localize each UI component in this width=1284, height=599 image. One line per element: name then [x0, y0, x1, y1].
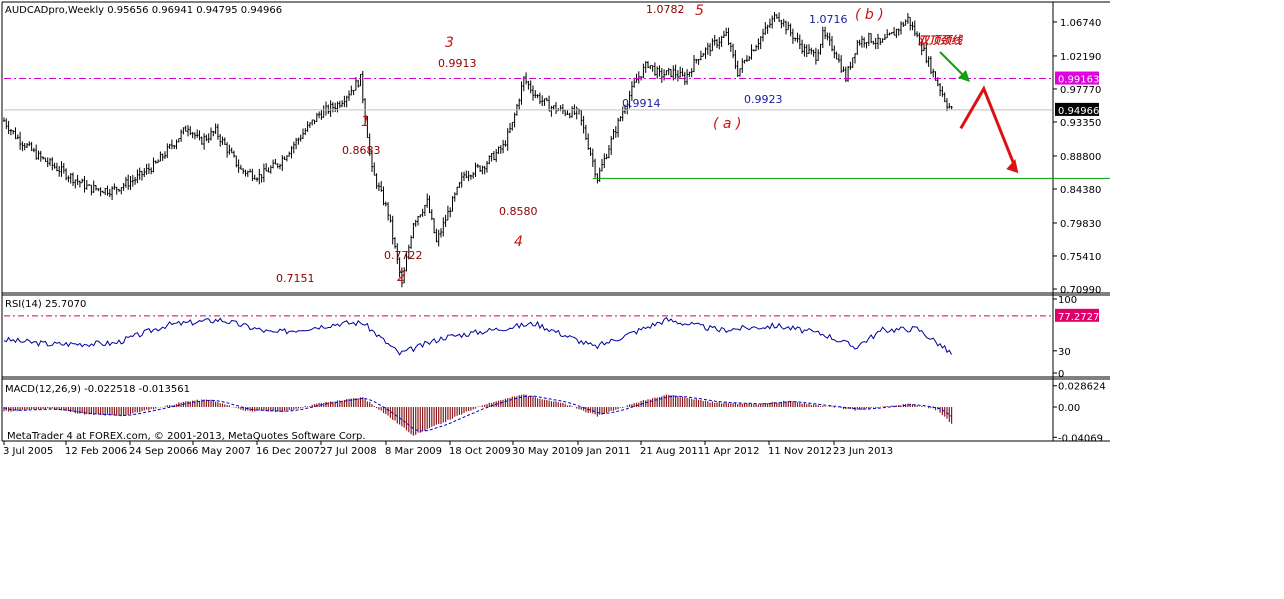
time-axis-label: 6 May 2007: [192, 446, 251, 457]
wave-label-4: 4: [514, 234, 523, 250]
resistance-price-label: 0.99163: [1058, 75, 1099, 86]
pane-frames: [1, 1, 1110, 442]
projection-arrowhead: [1006, 159, 1019, 174]
time-axis-label: 18 Oct 2009: [449, 446, 511, 457]
macd-axis-label: 0.00: [1058, 403, 1080, 414]
price-label-wave4: 0.8580: [499, 205, 538, 218]
macd-header: MACD(12,26,9) -0.022518 -0.013561: [5, 384, 190, 395]
price-axis-label: 0.88800: [1060, 152, 1101, 163]
time-axis-label: 21 Aug 2011: [640, 446, 704, 457]
time-axis-label: 8 Mar 2009: [385, 446, 442, 457]
macd-pane[interactable]: MACD(12,26,9) -0.022518 -0.013561 0.0286…: [3, 382, 1106, 445]
price-label-wave2: 0.7722: [384, 249, 423, 262]
macd-axis-label: 0.028624: [1058, 382, 1106, 393]
time-axis-label: 24 Sep 2006: [129, 446, 192, 457]
price-label-wave1: 0.8683: [342, 144, 381, 157]
time-axis-label: 11 Nov 2012: [768, 446, 832, 457]
current-price-tag: [1055, 102, 1099, 116]
price-axis: 1.06740 1.02190 0.97770 0.93350 0.88800 0.843…: [1053, 18, 1101, 296]
macd-axis-label: -0.04069: [1058, 433, 1103, 444]
projection-zigzag: [959, 85, 1016, 166]
wave-label-5: 5: [695, 3, 704, 19]
resistance-price-tag: [1055, 71, 1099, 85]
time-axis-label: 23 Jun 2013: [833, 446, 893, 457]
macd-plot: [3, 394, 953, 436]
projection-arrows: [939, 51, 1019, 174]
wave-label-a: ( a ): [713, 116, 741, 132]
rsi-pane[interactable]: RSI(14) 25.7070 100 30 0 77.2727: [3, 295, 1099, 380]
price-label-wave3: 0.9913: [438, 57, 477, 70]
rsi-axis-label: 100: [1058, 295, 1077, 306]
time-axis-label: 12 Feb 2006: [65, 446, 127, 457]
note-arrow-head: [958, 70, 970, 82]
price-axis-label: 0.84380: [1060, 185, 1101, 196]
rsi-header: RSI(14) 25.7070: [5, 299, 86, 310]
time-axis-label: 3 Jul 2005: [3, 446, 53, 457]
rsi-axis: 100 30 0 77.2727: [1053, 295, 1099, 380]
time-axis-label: 1 Apr 2012: [704, 446, 759, 457]
wave-label-b: ( b ): [855, 7, 884, 23]
rsi-axis-label: 0: [1058, 369, 1064, 380]
price-label-shoulder-1: 0.9914: [622, 97, 661, 110]
wave-label-2: 2: [397, 269, 406, 285]
price-axis-label: 0.75410: [1060, 252, 1101, 263]
price-levels: [4, 78, 1110, 179]
neckline-note: 双顶颈线: [917, 34, 964, 47]
rsi-plot: [3, 315, 1052, 356]
time-axis-label: 30 May 2010: [512, 446, 577, 457]
rsi-level-label: 77.2727: [1058, 312, 1099, 323]
price-axis-label: 0.79830: [1060, 219, 1101, 230]
price-header: AUDCADpro,Weekly 0.95656 0.96941 0.94795…: [5, 5, 282, 16]
wave-label-1: 1: [361, 114, 370, 130]
rsi-line: [3, 316, 953, 356]
price-axis-label: 0.97770: [1060, 85, 1101, 96]
note-arrow-shaft: [939, 51, 965, 77]
price-label-wave5: 1.0782: [646, 3, 685, 16]
wave-label-3: 3: [445, 35, 454, 51]
price-axis-label: 0.93350: [1060, 118, 1101, 129]
rsi-axis-label: 30: [1058, 347, 1071, 358]
time-axis-label: 16 Dec 2007: [256, 446, 320, 457]
time-axis-label: 27 Jul 2008: [320, 446, 377, 457]
price-axis-label: 0.70990: [1060, 285, 1101, 296]
current-price-label: 0.94966: [1058, 106, 1099, 117]
macd-axis: 0.028624 0.00 -0.04069: [1053, 382, 1106, 444]
time-axis: 3 Jul 2005 12 Feb 2006 24 Sep 2006 6 May 20…: [3, 441, 893, 457]
price-pane[interactable]: AUDCADpro,Weekly 0.95656 0.96941 0.94795…: [3, 3, 1110, 296]
price-annotations: 0.7151 0.8683 0.7722 0.9913 0.8580 1.078…: [276, 3, 964, 285]
rsi-level-tag: [1055, 308, 1099, 322]
price-axis-label: 1.06740: [1060, 18, 1101, 29]
macd-signal-line: [3, 395, 952, 432]
price-label-low-2008: 0.7151: [276, 272, 315, 285]
footer-copyright: MetaTrader 4 at FOREX.com, © 2001-2013, …: [7, 431, 366, 442]
price-axis-label: 1.02190: [1060, 52, 1101, 63]
price-label-b-high: 1.0716: [809, 13, 848, 26]
time-axis-label: 9 Jan 2011: [577, 446, 631, 457]
price-label-shoulder-2: 0.9923: [744, 93, 783, 106]
